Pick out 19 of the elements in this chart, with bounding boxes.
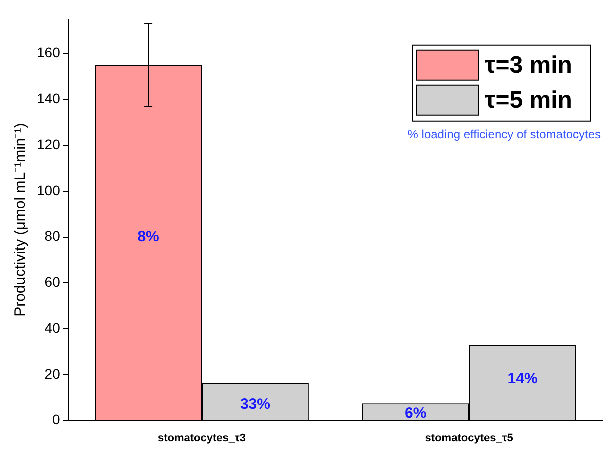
y-tick-label: 120 (37, 136, 61, 152)
legend-label: τ=5 min (485, 87, 572, 114)
y-tick-label: 80 (44, 228, 61, 244)
x-tick-label: stomatocytes_τ3 (158, 432, 246, 444)
annotation: 14% (508, 370, 538, 388)
annotation: % loading efficiency of stomatocytes (408, 128, 601, 142)
y-tick-label: 60 (44, 274, 61, 290)
annotation: 8% (138, 228, 160, 246)
x-tick-label: stomatocytes_τ5 (425, 432, 514, 444)
y-tick-label: 140 (37, 90, 61, 107)
y-tick-label: 40 (44, 320, 61, 336)
y-axis-title: Productivity (μmol mL⁻¹min⁻¹) (12, 123, 30, 317)
y-tick-label: 160 (37, 44, 61, 61)
y-tick-label: 100 (37, 182, 61, 198)
legend-label: τ=3 min (485, 52, 572, 80)
annotation: 33% (240, 396, 270, 413)
annotation: 6% (405, 405, 427, 422)
y-tick-label: 20 (44, 366, 61, 382)
y-tick-label: 0 (52, 412, 61, 428)
